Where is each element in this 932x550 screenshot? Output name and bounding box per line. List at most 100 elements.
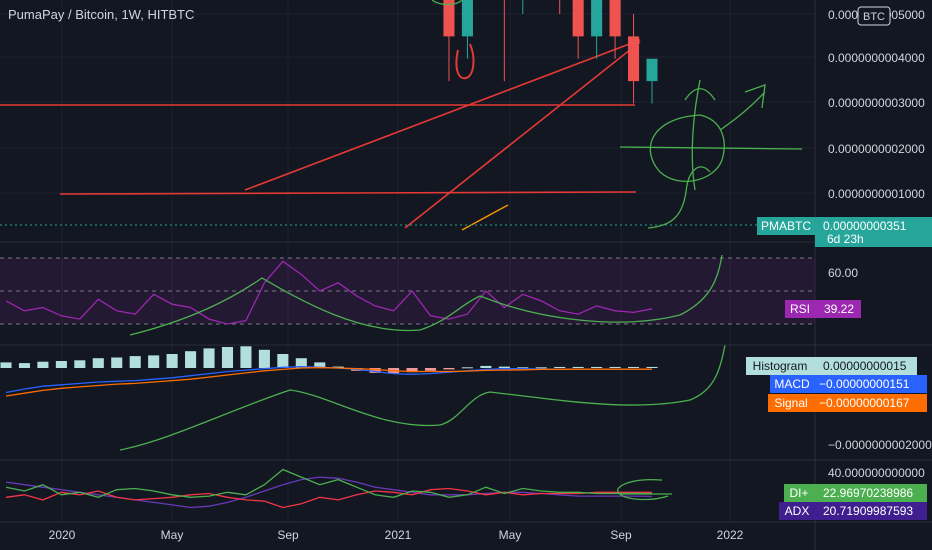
histogram-bar: [148, 355, 160, 368]
di-value-label: 22.96970238986: [823, 486, 913, 500]
time-tick: 2020: [49, 528, 76, 542]
adx-value-label: 20.71909987593: [823, 504, 913, 518]
adx-name-label: ADX: [785, 504, 810, 518]
orange-trendline: [461, 204, 509, 231]
rising-trendline: [244, 39, 641, 191]
macd-value-badge: [815, 375, 927, 393]
macd-value-label: −0.00000000151: [819, 377, 910, 391]
time-tick: Sep: [277, 528, 299, 542]
di-name-label: DI+: [789, 486, 808, 500]
signal-name-label: Signal: [774, 396, 807, 410]
countdown-label: 6d 23h: [827, 232, 864, 246]
histogram-bar: [258, 349, 270, 368]
adx-value-badge: [815, 502, 927, 520]
hand-drawn-u-mark: [455, 43, 475, 80]
histogram-bar: [203, 348, 215, 368]
histogram-bar: [461, 367, 473, 369]
price-value-badge: [815, 217, 932, 247]
currency-badge-bg: [857, 6, 891, 26]
histogram-bar: [185, 351, 197, 368]
candles: [443, 0, 658, 104]
rsi-name-label: RSI: [790, 302, 810, 316]
histogram-bar: [166, 354, 178, 368]
rsi-badge: RSI 39.22: [785, 300, 861, 318]
time-tick: May: [161, 528, 184, 542]
rsi-value-badge: [815, 300, 861, 318]
histogram-bar: [314, 362, 326, 368]
price-axis: 0.0000000005000 0.0000000004000 0.000000…: [828, 8, 932, 480]
hand-drawn-top-mark: [431, 0, 463, 6]
price-tick: 0.0000000004000: [828, 51, 925, 65]
histogram-bar: [55, 361, 67, 368]
rsi-line: [5, 260, 653, 325]
time-tick: Sep: [610, 528, 632, 542]
histogram-bar: [554, 366, 566, 368]
rsi-tick: 60.00: [828, 266, 858, 280]
price-badge: PMABTC 0.00000000351 6d 23h: [757, 217, 932, 247]
wedge-trendline: [404, 41, 641, 229]
hist-value-badge: [815, 357, 917, 375]
di-minus-line: [5, 487, 652, 509]
price-drawings: [431, 0, 803, 229]
candle-body: [443, 0, 455, 37]
histogram-bar: [295, 358, 307, 368]
macd-badges: Histogram 0.00000000015 MACD −0.00000000…: [746, 357, 927, 412]
histogram-bar: [517, 367, 529, 369]
macd-pane: [0, 344, 726, 451]
price-tick: 0.0000000002000: [828, 142, 925, 156]
candle-body: [609, 0, 621, 37]
signal-value-badge: [815, 394, 927, 412]
support-line: [59, 191, 637, 195]
histogram-bar: [37, 361, 49, 368]
price-symbol-label: PMABTC: [761, 219, 811, 233]
histogram-bar: [572, 366, 584, 368]
histogram-bar: [0, 362, 12, 368]
grid: [0, 0, 815, 522]
histogram-bar: [406, 368, 418, 373]
price-value-label: 0.00000000351: [823, 219, 907, 233]
di-name-badge: [784, 484, 815, 502]
time-axis: 2020 May Sep 2021 May Sep 2022: [49, 528, 744, 542]
rsi-value-label: 39.22: [824, 302, 854, 316]
di-plus-line: [5, 468, 653, 498]
price-tick: 0.0000000001000: [828, 187, 925, 201]
currency-badge[interactable]: BTC: [857, 6, 891, 26]
signal-name-badge: [768, 394, 815, 412]
rsi-name-badge: [785, 300, 815, 318]
histogram-bar: [628, 366, 640, 368]
time-tick: 2022: [717, 528, 744, 542]
histogram-bar: [480, 365, 492, 368]
histogram-bar: [443, 368, 455, 370]
dmi-pane: [5, 468, 672, 509]
histogram-bar: [498, 366, 510, 368]
adx-tick: 40.000000000000: [828, 466, 925, 480]
candle-body: [628, 36, 640, 82]
hist-value-label: 0.00000000015: [823, 359, 907, 373]
hand-drawn-horizontal: [619, 146, 803, 150]
di-value-badge: [815, 484, 927, 502]
chart-title: PumaPay / Bitcoin, 1W, HITBTC: [8, 7, 195, 22]
signal-value-label: −0.00000000167: [819, 396, 910, 410]
hand-drawn-curve: [647, 166, 711, 229]
price-symbol-badge: [757, 217, 815, 235]
histogram-bar: [92, 358, 104, 368]
time-tick: 2021: [385, 528, 412, 542]
dmi-hand-drawn-ellipse: [617, 479, 672, 501]
currency-badge-label: BTC: [863, 11, 885, 23]
candle-body: [572, 0, 584, 37]
macd-tick: −0.0000000002000: [828, 438, 932, 452]
macd-name-badge: [770, 375, 815, 393]
histogram-bar: [277, 354, 289, 368]
histogram-bar: [332, 366, 344, 368]
macd-hand-drawn-curve: [119, 344, 726, 451]
histogram-bar: [240, 346, 252, 368]
time-tick: May: [499, 528, 522, 542]
histogram-bar: [369, 368, 381, 373]
histogram-bar: [591, 366, 603, 368]
histogram-bar: [129, 356, 141, 368]
candle-body: [591, 0, 603, 37]
hist-name-label: Histogram: [753, 359, 808, 373]
price-trendlines: [0, 39, 815, 231]
macd-name-label: MACD: [774, 377, 810, 391]
